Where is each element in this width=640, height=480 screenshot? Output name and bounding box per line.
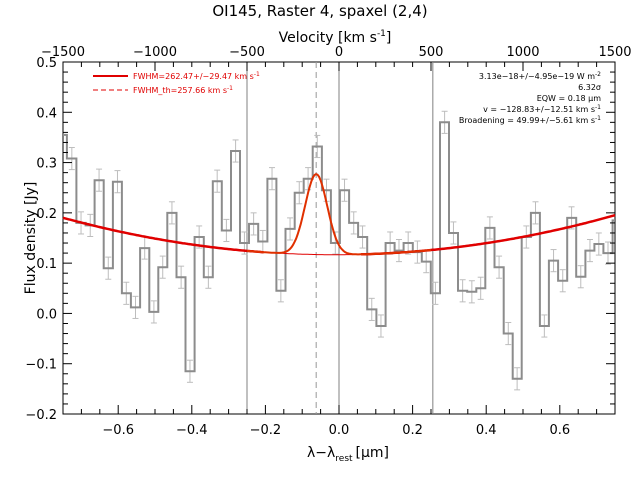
legend-entry-fwhm-th: FWHM_th=257.66 km s-1 (133, 85, 233, 95)
y-axis-label: Flux density [Jy] (23, 182, 39, 295)
y-tick-label: 0.5 (36, 56, 57, 71)
top-tick-label: 1500 (598, 45, 631, 60)
x-tick-label: 0.2 (402, 423, 423, 438)
top-axis-label: Velocity [km s-1] (279, 29, 392, 46)
x-tick-label: 0.0 (329, 423, 350, 438)
x-tick-label: 0.6 (549, 423, 570, 438)
x-tick-label: 0.4 (476, 423, 497, 438)
top-tick-label: −500 (229, 45, 265, 60)
y-tick-label: 0.1 (36, 257, 57, 272)
gaussian-fit-curve (246, 172, 432, 256)
legend: FWHM=262.47+/−29.47 km s-1 FWHM_th=257.6… (93, 71, 260, 95)
annotation-velocity: v = −128.83+/−12.51 km s-1 (483, 104, 601, 114)
axis-ticks: −0.6 −0.4 −0.2 0.0 0.2 0.4 0.6 −0.2 −0.1 0.0 0.1 0.… (25, 45, 631, 438)
fit-series (62, 172, 616, 256)
y-tick-label: 0.4 (36, 106, 57, 121)
chart-title: OI145, Raster 4, spaxel (2,4) (212, 2, 427, 20)
annotation-sigma: 6.32σ (578, 83, 601, 92)
x-tick-label: −0.4 (176, 423, 208, 438)
top-tick-label: 0 (335, 45, 343, 60)
y-tick-label: 0.2 (36, 207, 57, 222)
reference-lines (246, 62, 434, 414)
x-tick-label: −0.6 (102, 423, 134, 438)
top-tick-label: −1000 (133, 45, 177, 60)
y-tick-label: −0.1 (25, 358, 57, 373)
y-tick-label: 0.3 (36, 157, 57, 172)
annotation-broadening: Broadening = 49.99+/−5.61 km s-1 (459, 115, 601, 125)
x-axis-label: λ−λrest [μm] (307, 445, 389, 464)
annotation-flux: 3.13e−18+/−4.95e−19 W m-2 (479, 71, 601, 81)
y-tick-label: 0.0 (36, 307, 57, 322)
x-tick-label: −0.2 (250, 423, 282, 438)
top-tick-label: −1500 (41, 45, 85, 60)
fit-annotations: 3.13e−18+/−4.95e−19 W m-2 6.32σ EQW = 0.… (459, 71, 601, 125)
top-tick-label: 1000 (506, 45, 539, 60)
y-tick-label: −0.2 (25, 408, 57, 423)
top-tick-label: 500 (419, 45, 444, 60)
legend-entry-fwhm: FWHM=262.47+/−29.47 km s-1 (133, 71, 260, 81)
annotation-eqw: EQW = 0.18 μm (537, 94, 601, 103)
